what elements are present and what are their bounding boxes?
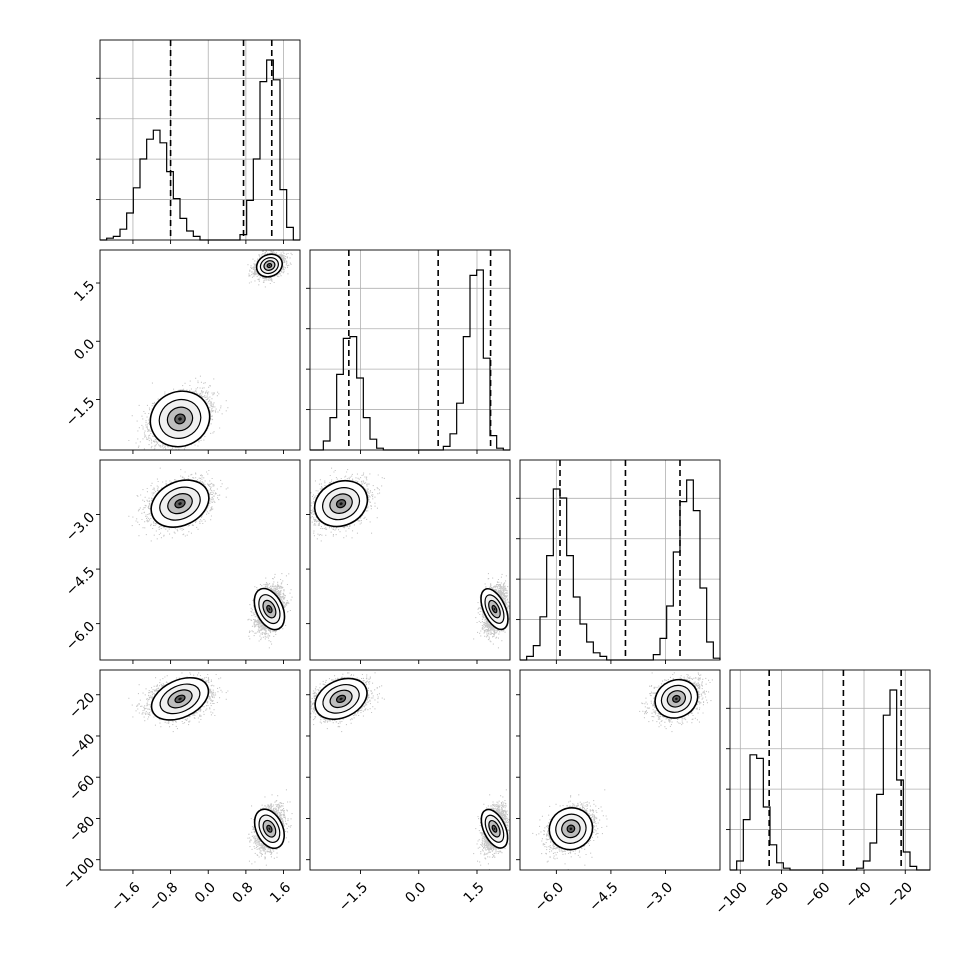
panel-frame (99, 459, 301, 661)
density-contour (268, 264, 271, 267)
scatter-panel-2-3 (309, 459, 511, 661)
panel-content (128, 467, 293, 649)
panel-content (532, 672, 713, 870)
histogram-panel-4 (729, 669, 931, 871)
panels-layer (96, 39, 931, 874)
histogram-panel-3 (519, 459, 721, 661)
scatter-panel-2-4 (309, 669, 511, 871)
panel-frame (519, 459, 721, 661)
panel-frame (99, 669, 301, 871)
panel-background (520, 460, 720, 660)
panel-background (310, 250, 510, 450)
density-contour (268, 607, 271, 611)
panel-frame (309, 459, 511, 661)
density-contour (493, 827, 496, 830)
panel-frame (309, 669, 511, 871)
panel-content (128, 672, 293, 870)
density-contour (178, 417, 182, 421)
panel-background (100, 40, 300, 240)
scatter-panel-1-4 (99, 669, 301, 871)
panel-background (730, 670, 930, 870)
panel-frame (99, 249, 301, 451)
density-contour (178, 697, 182, 701)
histogram-step-line (100, 59, 300, 241)
density-contour (339, 697, 343, 701)
density-contour (675, 697, 678, 701)
density-contour (569, 827, 573, 831)
histogram-panel-2 (309, 249, 511, 451)
panel-content (310, 467, 510, 649)
histogram-panel-1 (99, 39, 301, 241)
scatter-panel-1-2 (99, 249, 301, 451)
density-contour (178, 502, 182, 506)
panel-frame (309, 249, 511, 451)
panel-content (128, 250, 293, 450)
density-contour (339, 502, 343, 506)
panel-frame (519, 669, 721, 871)
panel-content (310, 672, 510, 870)
scatter-panel-1-3 (99, 459, 301, 661)
density-contour (268, 827, 271, 830)
panel-frame (729, 669, 931, 871)
scatter-panel-3-4 (519, 669, 721, 871)
panel-frame (99, 39, 301, 241)
